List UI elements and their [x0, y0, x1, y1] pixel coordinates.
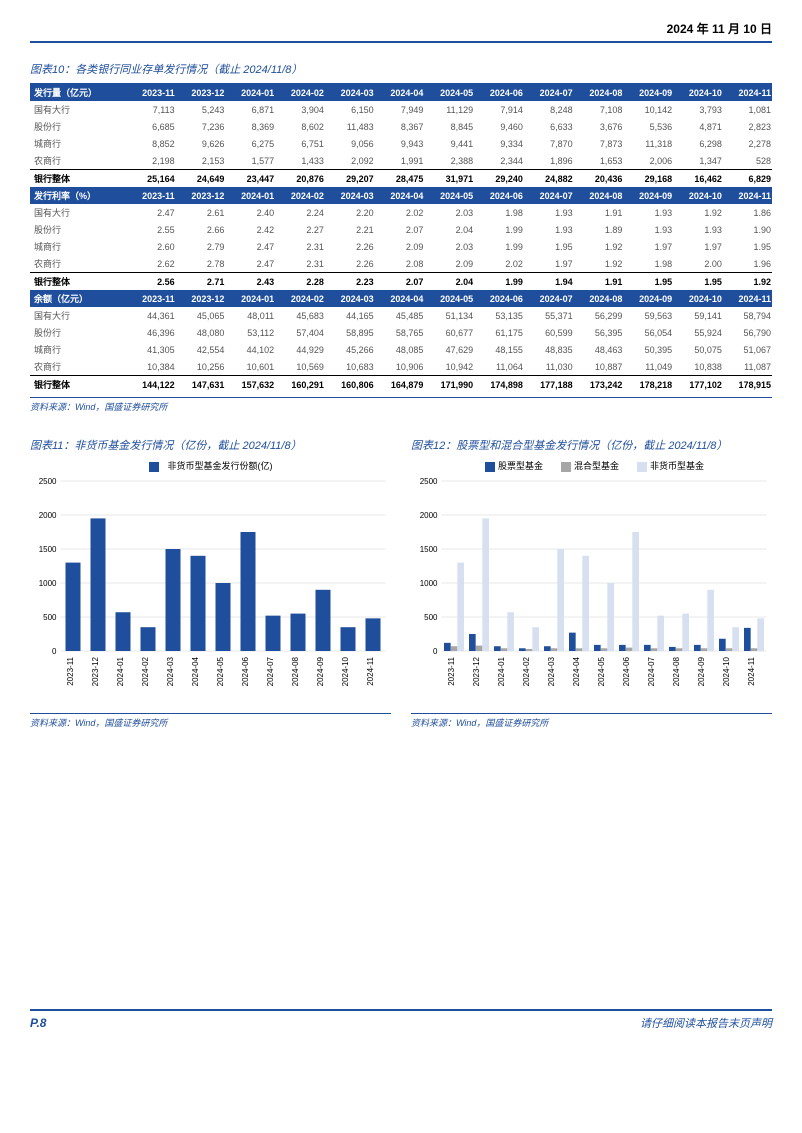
- svg-text:500: 500: [43, 613, 57, 622]
- svg-text:2024-04: 2024-04: [572, 656, 581, 686]
- header-date: 2024 年 11 月 10 日: [30, 20, 772, 37]
- page-number: P.8: [30, 1016, 46, 1030]
- svg-text:2000: 2000: [39, 511, 57, 520]
- svg-text:2000: 2000: [420, 511, 438, 520]
- chart12-block: 图表12：股票型和混合型基金发行情况（亿份，截止 2024/11/8） 股票型基…: [411, 437, 772, 729]
- svg-text:2024-06: 2024-06: [241, 656, 250, 686]
- svg-text:2024-03: 2024-03: [547, 656, 556, 686]
- svg-text:2024-05: 2024-05: [216, 656, 225, 686]
- chart12-source: 资料来源：Wind，国盛证券研究所: [411, 713, 772, 729]
- svg-text:2024-09: 2024-09: [316, 656, 325, 686]
- chart12-svg: 0 500 1000 1500 2000 2500 2023-11 2023-12 2024-0…: [411, 476, 772, 706]
- svg-text:2023-12: 2023-12: [472, 656, 481, 686]
- chart12-legend: 股票型基金混合型基金非货币型基金: [411, 459, 772, 472]
- chart11-legend: 非货币型基金发行份额(亿): [30, 459, 391, 472]
- chart11-svg: 0 500 1000 1500 2000 2500 2023-11 2023-12 2024-0…: [30, 476, 391, 706]
- table10-source: 资料来源：Wind，国盛证券研究所: [30, 397, 772, 413]
- svg-text:2024-06: 2024-06: [622, 656, 631, 686]
- svg-text:2023-11: 2023-11: [66, 656, 75, 685]
- svg-text:2024-04: 2024-04: [191, 656, 200, 686]
- footer: P.8 请仔细阅读本报告末页声明: [30, 1009, 772, 1031]
- svg-text:2024-09: 2024-09: [697, 656, 706, 686]
- svg-text:2024-03: 2024-03: [166, 656, 175, 686]
- chart11-block: 图表11：非货币基金发行情况（亿份，截止 2024/11/8） 非货币型基金发行…: [30, 437, 391, 729]
- svg-text:2500: 2500: [39, 477, 57, 486]
- svg-text:2024-05: 2024-05: [597, 656, 606, 686]
- svg-text:1500: 1500: [420, 545, 438, 554]
- svg-text:2024-02: 2024-02: [522, 656, 531, 686]
- svg-text:2024-08: 2024-08: [672, 656, 681, 686]
- svg-text:1000: 1000: [420, 579, 438, 588]
- chart11-source: 资料来源：Wind，国盛证券研究所: [30, 713, 391, 729]
- svg-text:2024-10: 2024-10: [341, 656, 350, 686]
- table10: 发行量（亿元）2023-112023-122024-012024-022024-…: [30, 83, 772, 393]
- svg-text:0: 0: [433, 647, 438, 656]
- svg-text:500: 500: [424, 613, 438, 622]
- chart12-title: 图表12：股票型和混合型基金发行情况（亿份，截止 2024/11/8）: [411, 437, 772, 453]
- svg-text:2500: 2500: [420, 477, 438, 486]
- svg-text:2024-07: 2024-07: [647, 656, 656, 686]
- chart11-title: 图表11：非货币基金发行情况（亿份，截止 2024/11/8）: [30, 437, 391, 453]
- svg-text:2024-10: 2024-10: [722, 656, 731, 686]
- svg-text:2024-02: 2024-02: [141, 656, 150, 686]
- svg-text:2023-12: 2023-12: [91, 656, 100, 686]
- svg-text:1000: 1000: [39, 579, 57, 588]
- svg-text:2023-11: 2023-11: [447, 656, 456, 685]
- svg-text:1500: 1500: [39, 545, 57, 554]
- table10-title: 图表10：各类银行同业存单发行情况（截止 2024/11/8）: [30, 61, 772, 77]
- svg-text:2024-01: 2024-01: [497, 656, 506, 686]
- header-rule: [30, 41, 772, 43]
- svg-text:2024-08: 2024-08: [291, 656, 300, 686]
- svg-text:2024-11: 2024-11: [366, 656, 375, 685]
- svg-text:2024-01: 2024-01: [116, 656, 125, 686]
- footer-note: 请仔细阅读本报告末页声明: [640, 1015, 772, 1031]
- svg-text:0: 0: [52, 647, 57, 656]
- svg-text:2024-11: 2024-11: [747, 656, 756, 685]
- svg-text:2024-07: 2024-07: [266, 656, 275, 686]
